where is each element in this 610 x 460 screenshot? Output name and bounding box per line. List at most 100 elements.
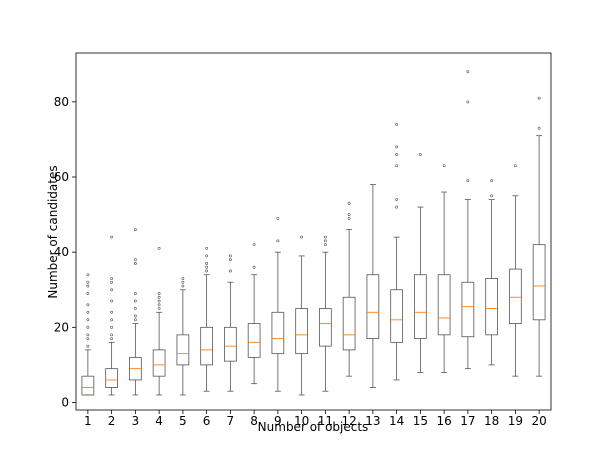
outlier-point [537, 96, 541, 100]
outlier-point [276, 239, 280, 243]
iqr-box [342, 296, 356, 351]
outlier-point [537, 126, 541, 130]
outlier-point [395, 198, 399, 201]
outlier-point [395, 123, 399, 126]
outlier-point [133, 262, 137, 265]
x-tick-label: 10 [294, 414, 309, 428]
iqr-box [366, 274, 380, 339]
y-tick-label: 40 [54, 245, 69, 259]
outlier-point [228, 258, 232, 262]
iqr-box [437, 274, 451, 336]
outlier-point [395, 145, 399, 149]
outlier-point [86, 337, 90, 341]
box-14 [390, 123, 403, 381]
outlier-point [490, 179, 494, 183]
box-1 [81, 273, 95, 396]
outlier-point [133, 307, 137, 310]
outlier-point [181, 280, 185, 284]
outlier-point [205, 262, 209, 265]
x-tick-label: 15 [413, 414, 428, 428]
outlier-point [110, 299, 114, 303]
iqr-box [461, 281, 475, 338]
outlier-point [133, 299, 137, 303]
x-tick-label: 6 [203, 414, 211, 428]
x-tick-label: 18 [484, 414, 499, 428]
outlier-point [276, 216, 280, 220]
iqr-box [271, 311, 285, 355]
outlier-point [157, 292, 161, 295]
iqr-box [200, 326, 213, 366]
outlier-point [133, 318, 137, 322]
outlier-point [157, 307, 161, 310]
outlier-point [86, 333, 90, 337]
box-15 [414, 153, 427, 373]
outlier-point [110, 310, 114, 314]
outlier-point [86, 318, 90, 322]
iqr-box [485, 278, 498, 336]
y-tick-label: 60 [54, 170, 69, 184]
outlier-point [133, 228, 137, 232]
outlier-point [300, 235, 304, 239]
outlier-point [181, 277, 185, 280]
outlier-point [133, 258, 137, 262]
box-13 [366, 184, 380, 388]
outlier-point [110, 318, 114, 322]
iqr-box [176, 334, 190, 366]
outlier-point [110, 288, 114, 292]
x-tick-label: 14 [389, 414, 404, 428]
box-20 [532, 96, 546, 377]
outlier-point [442, 164, 446, 168]
x-tick-label: 5 [179, 414, 187, 428]
box-7 [224, 254, 237, 392]
iqr-box [509, 268, 522, 324]
box-19 [509, 164, 522, 377]
outlier-point [110, 325, 114, 329]
x-axis-ticks: 1 2 3 4 5 6 7 8 9 10 11 12 13 14 15 16 17 18 19 20 [84, 410, 547, 428]
iqr-box [390, 289, 403, 343]
y-tick-label: 80 [54, 95, 69, 109]
y-axis-label: Number of candidates [46, 165, 60, 298]
box-plot-marks [81, 70, 546, 396]
x-tick-label: 2 [108, 414, 116, 428]
outlier-point [157, 303, 161, 307]
outlier-point [513, 164, 517, 168]
box-10 [295, 235, 308, 396]
outlier-point [157, 247, 161, 250]
outlier-point [181, 284, 185, 288]
outlier-point [110, 280, 114, 284]
x-tick-label: 8 [250, 414, 258, 428]
outlier-point [86, 310, 90, 314]
box-4 [152, 247, 166, 396]
box-3 [129, 228, 142, 396]
x-tick-label: 13 [365, 414, 380, 428]
outlier-point [418, 153, 422, 156]
outlier-point [466, 100, 470, 104]
outlier-point [228, 254, 232, 258]
outlier-point [205, 269, 209, 273]
outlier-point [86, 325, 90, 329]
outlier-point [205, 265, 209, 269]
iqr-box [295, 308, 308, 355]
outlier-point [86, 344, 90, 348]
iqr-box [105, 368, 118, 388]
iqr-box [247, 323, 261, 358]
outlier-point [133, 314, 137, 318]
box-2 [105, 235, 118, 396]
x-tick-label: 20 [531, 414, 546, 428]
x-tick-label: 16 [436, 414, 451, 428]
outlier-point [395, 205, 399, 209]
outlier-point [490, 194, 494, 198]
outlier-point [228, 269, 232, 273]
box-9 [271, 216, 285, 392]
box-18 [485, 179, 498, 366]
box-8 [247, 243, 261, 385]
iqr-box [319, 308, 332, 347]
iqr-box [532, 244, 546, 321]
outlier-point [110, 333, 114, 337]
x-tick-label: 19 [508, 414, 523, 428]
outlier-point [466, 179, 470, 183]
outlier-point [157, 295, 161, 299]
outlier-point [252, 243, 256, 247]
outlier-point [86, 292, 90, 295]
box-16 [437, 164, 451, 373]
